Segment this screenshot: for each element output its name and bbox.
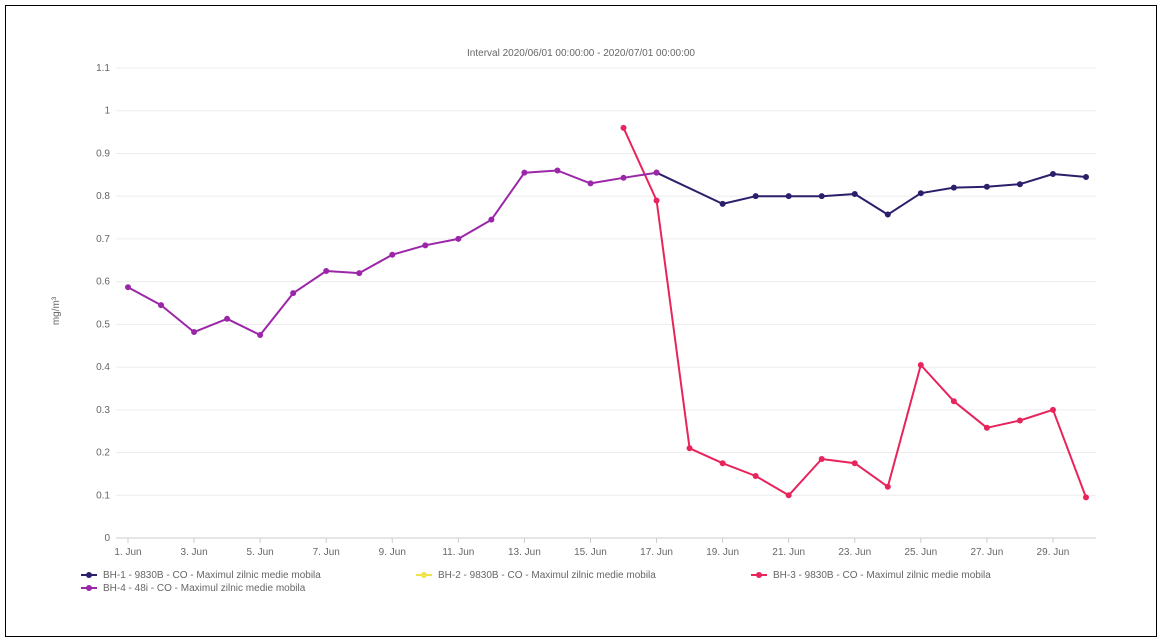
- data-point[interactable]: [191, 329, 198, 336]
- data-point[interactable]: [521, 169, 528, 176]
- data-point[interactable]: [752, 193, 759, 200]
- x-axis-ticks: 1. Jun 3. Jun 5. Jun 7. Jun 9. Jun 11. Jun 13.…: [114, 538, 1069, 558]
- x-tick-label: 7. Jun: [313, 547, 340, 558]
- data-point[interactable]: [224, 315, 231, 322]
- data-point[interactable]: [785, 193, 792, 200]
- y-tick-label: 0.4: [96, 362, 110, 373]
- data-point[interactable]: [1049, 170, 1056, 177]
- data-point[interactable]: [686, 445, 693, 452]
- x-tick-label: 13. Jun: [508, 547, 541, 558]
- data-point[interactable]: [290, 290, 297, 297]
- series-line: [622, 127, 1087, 498]
- chart-title: Interval 2020/06/01 00:00:00 - 2020/07/0…: [467, 48, 695, 59]
- y-tick-label: 0.6: [96, 277, 110, 288]
- legend-label: BH-3 - 9830B - CO - Maximul zilnic medie…: [773, 570, 991, 581]
- x-tick-label: 17. Jun: [640, 547, 673, 558]
- legend-swatch-marker: [756, 572, 762, 578]
- legend: BH-1 - 9830B - CO - Maximul zilnic medie…: [81, 570, 991, 594]
- data-point[interactable]: [389, 251, 396, 258]
- legend-swatch-marker: [86, 585, 92, 591]
- legend-label: BH-1 - 9830B - CO - Maximul zilnic medie…: [103, 570, 321, 581]
- data-point[interactable]: [1016, 417, 1023, 424]
- data-point[interactable]: [422, 242, 429, 249]
- data-point[interactable]: [983, 424, 990, 431]
- data-point[interactable]: [356, 270, 363, 277]
- data-point[interactable]: [257, 332, 264, 339]
- data-point[interactable]: [587, 180, 594, 187]
- legend-item[interactable]: BH-1 - 9830B - CO - Maximul zilnic medie…: [81, 570, 321, 581]
- y-tick-label: 0.3: [96, 405, 110, 416]
- data-point[interactable]: [917, 361, 924, 368]
- y-tick-label: 0.9: [96, 148, 110, 159]
- data-point[interactable]: [1083, 494, 1089, 501]
- y-tick-label: 0.1: [96, 490, 110, 501]
- x-tick-label: 1. Jun: [114, 547, 141, 558]
- data-point[interactable]: [620, 174, 627, 181]
- data-point[interactable]: [1083, 173, 1089, 180]
- y-tick-label: 0.5: [96, 319, 110, 330]
- y-tick-label: 1: [104, 106, 110, 117]
- data-point[interactable]: [851, 460, 858, 467]
- data-point[interactable]: [818, 455, 825, 462]
- legend-item[interactable]: BH-2 - 9830B - CO - Maximul zilnic medie…: [416, 570, 656, 581]
- grid-lines: [116, 67, 1096, 539]
- series-4: [125, 167, 660, 339]
- line-chart: 0 0.1 0.2 0.3 0.4 0.5 0.6 0.7 0.8 0.9 1 1.1 1. Jun 3…: [51, 48, 1096, 594]
- y-axis-label: mg/m³: [51, 296, 62, 325]
- data-point[interactable]: [455, 235, 462, 242]
- x-tick-label: 27. Jun: [970, 547, 1003, 558]
- data-point[interactable]: [719, 200, 726, 207]
- data-point[interactable]: [653, 197, 660, 204]
- series-3: [620, 124, 1089, 501]
- legend-swatch-marker: [421, 572, 427, 578]
- x-tick-label: 3. Jun: [180, 547, 207, 558]
- data-point[interactable]: [950, 398, 957, 405]
- data-point[interactable]: [125, 284, 131, 291]
- data-point[interactable]: [950, 184, 957, 191]
- x-tick-label: 19. Jun: [706, 547, 739, 558]
- y-tick-label: 1.1: [96, 63, 110, 74]
- x-tick-label: 15. Jun: [574, 547, 607, 558]
- data-point[interactable]: [818, 193, 825, 200]
- legend-item[interactable]: BH-3 - 9830B - CO - Maximul zilnic medie…: [751, 570, 991, 581]
- data-point[interactable]: [653, 169, 660, 176]
- data-point[interactable]: [983, 183, 990, 190]
- x-tick-label: 21. Jun: [772, 547, 805, 558]
- data-point[interactable]: [884, 211, 891, 218]
- x-tick-label: 5. Jun: [247, 547, 274, 558]
- y-tick-label: 0.7: [96, 234, 110, 245]
- x-tick-label: 23. Jun: [838, 547, 871, 558]
- x-tick-label: 25. Jun: [904, 547, 937, 558]
- x-tick-label: 9. Jun: [379, 547, 406, 558]
- y-tick-label: 0.8: [96, 191, 110, 202]
- y-tick-label: 0.2: [96, 448, 110, 459]
- data-point[interactable]: [620, 124, 627, 131]
- data-point[interactable]: [323, 267, 330, 274]
- data-point[interactable]: [785, 492, 792, 499]
- legend-item[interactable]: BH-4 - 48i - CO - Maximul zilnic medie m…: [81, 583, 306, 594]
- data-point[interactable]: [1049, 406, 1056, 413]
- series-group: [125, 124, 1089, 501]
- data-point[interactable]: [719, 460, 726, 467]
- data-point[interactable]: [884, 483, 891, 490]
- data-point[interactable]: [851, 191, 858, 198]
- y-tick-label: 0: [104, 533, 110, 544]
- y-axis-ticks: 0 0.1 0.2 0.3 0.4 0.5 0.6 0.7 0.8 0.9 1 1.1: [96, 63, 110, 544]
- series-line: [656, 171, 1087, 216]
- data-point[interactable]: [752, 473, 759, 480]
- data-point[interactable]: [554, 167, 561, 174]
- legend-swatch-marker: [86, 572, 92, 578]
- legend-label: BH-4 - 48i - CO - Maximul zilnic medie m…: [103, 583, 306, 594]
- x-tick-label: 11. Jun: [442, 547, 474, 558]
- data-point[interactable]: [1016, 181, 1023, 188]
- data-point[interactable]: [158, 302, 165, 309]
- series-1: [653, 169, 1089, 218]
- legend-label: BH-2 - 9830B - CO - Maximul zilnic medie…: [438, 570, 656, 581]
- x-tick-label: 29. Jun: [1037, 547, 1070, 558]
- data-point[interactable]: [917, 190, 924, 197]
- data-point[interactable]: [488, 216, 495, 223]
- chart-frame: 0 0.1 0.2 0.3 0.4 0.5 0.6 0.7 0.8 0.9 1 1.1 1. Jun 3…: [5, 5, 1157, 637]
